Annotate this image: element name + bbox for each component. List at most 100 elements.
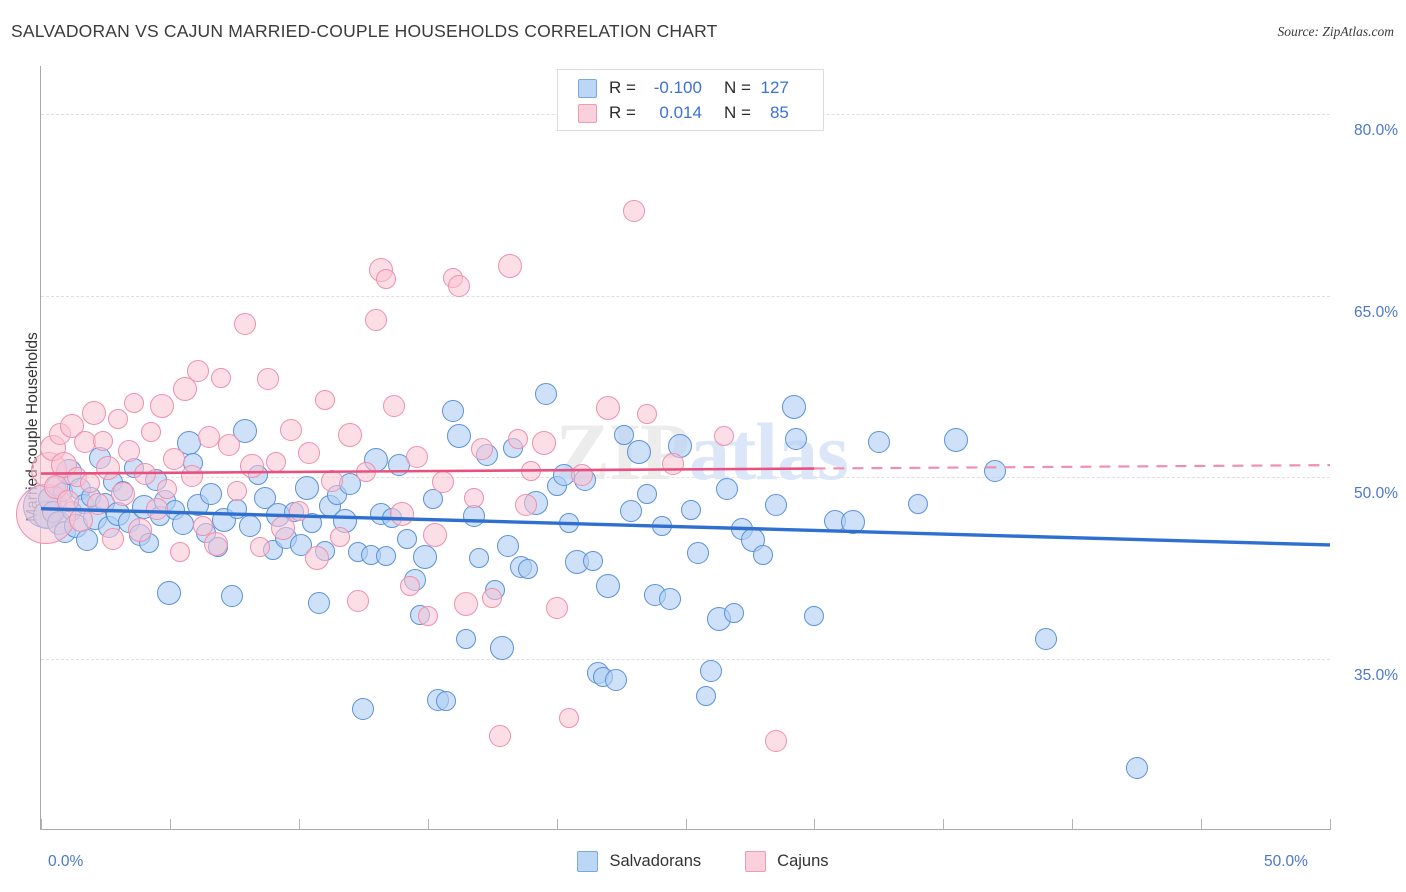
plot-area: ZIPatlas bbox=[16, 66, 1331, 828]
scatter-point bbox=[559, 707, 580, 728]
x-tick bbox=[814, 819, 816, 830]
scatter-point bbox=[446, 424, 471, 449]
scatter-point bbox=[417, 606, 438, 627]
scatter-point bbox=[781, 395, 806, 420]
scatter-point bbox=[86, 492, 109, 515]
y-tick-label: 50.0% bbox=[1354, 485, 1398, 503]
scatter-point bbox=[134, 462, 157, 485]
scatter-point bbox=[488, 725, 511, 748]
chart-legend: Salvadorans Cajuns bbox=[0, 851, 1406, 872]
source-attribution: Source: ZipAtlas.com bbox=[1277, 24, 1394, 39]
x-tick-label: 0.0% bbox=[48, 853, 84, 870]
scatter-point bbox=[171, 513, 194, 536]
scatter-point bbox=[150, 393, 175, 418]
scatter-point bbox=[804, 606, 825, 627]
stats-row-salvadorans: R = -0.100 N = 127 bbox=[578, 76, 789, 100]
scatter-point bbox=[226, 480, 247, 501]
x-tick bbox=[685, 819, 687, 830]
scatter-point bbox=[498, 253, 523, 278]
scatter-point bbox=[96, 455, 121, 480]
gridline bbox=[41, 295, 1330, 297]
legend-item-salvadorans[interactable]: Salvadorans bbox=[577, 851, 701, 872]
scatter-point bbox=[376, 268, 397, 289]
scatter-point bbox=[397, 528, 418, 549]
scatter-point bbox=[520, 461, 541, 482]
scatter-point bbox=[470, 438, 493, 461]
scatter-point bbox=[321, 469, 344, 492]
correlation-stats-box: R = -0.100 N = 127 R = 0.014 N = 85 bbox=[557, 69, 824, 131]
scatter-point bbox=[413, 545, 438, 570]
scatter-point bbox=[1035, 628, 1058, 651]
scatter-point bbox=[752, 544, 773, 565]
scatter-point bbox=[81, 401, 106, 426]
scatter-point bbox=[288, 501, 309, 522]
scatter-point bbox=[294, 476, 319, 501]
watermark: ZIPatlas bbox=[555, 405, 849, 499]
scatter-point bbox=[304, 546, 329, 571]
scatter-point bbox=[423, 523, 448, 548]
scatter-point bbox=[507, 428, 528, 449]
scatter-point bbox=[456, 629, 477, 650]
x-tick bbox=[556, 819, 558, 830]
scatter-point bbox=[659, 588, 682, 611]
scatter-point bbox=[442, 399, 465, 422]
x-tick bbox=[169, 819, 171, 830]
stats-row-cajuns: R = 0.014 N = 85 bbox=[578, 101, 789, 125]
scatter-point bbox=[156, 581, 181, 606]
scatter-point bbox=[867, 431, 890, 454]
scatter-point bbox=[157, 479, 178, 500]
scatter-point bbox=[180, 465, 203, 488]
scatter-point bbox=[406, 445, 429, 468]
scatter-point bbox=[1125, 756, 1148, 779]
x-tick bbox=[41, 819, 42, 830]
n-value-salvadorans: 127 bbox=[760, 78, 789, 97]
scatter-point bbox=[102, 527, 125, 550]
scatter-point bbox=[197, 426, 220, 449]
scatter-point bbox=[764, 729, 787, 752]
legend-swatch-salvadorans bbox=[577, 851, 599, 872]
legend-label-cajuns: Cajuns bbox=[777, 852, 829, 870]
scatter-point bbox=[187, 359, 210, 382]
scatter-point bbox=[636, 484, 657, 505]
scatter-point bbox=[652, 515, 673, 536]
scatter-point bbox=[435, 691, 456, 711]
n-label-cajuns: N = bbox=[723, 103, 751, 122]
scatter-point bbox=[338, 422, 363, 447]
scatter-point bbox=[464, 487, 485, 508]
scatter-point bbox=[389, 501, 414, 526]
gridline bbox=[41, 658, 1330, 660]
r-label-cajuns: R = bbox=[609, 103, 636, 122]
scatter-point bbox=[204, 531, 229, 556]
scatter-point bbox=[469, 548, 490, 569]
scatter-point bbox=[314, 389, 335, 410]
scatter-point bbox=[983, 460, 1006, 483]
scatter-point bbox=[841, 509, 866, 534]
scatter-point bbox=[108, 409, 129, 430]
x-tick bbox=[427, 819, 429, 830]
legend-item-cajuns[interactable]: Cajuns bbox=[745, 851, 829, 872]
legend-swatch-cajuns bbox=[745, 851, 767, 872]
scatter-point bbox=[636, 404, 657, 425]
scatter-point bbox=[661, 452, 684, 475]
scatter-point bbox=[463, 504, 486, 527]
scatter-point bbox=[211, 368, 232, 389]
scatter-point bbox=[700, 659, 723, 682]
scatter-point bbox=[582, 550, 603, 571]
scatter-point bbox=[613, 424, 634, 445]
n-value-cajuns: 85 bbox=[769, 103, 789, 122]
scatter-point bbox=[620, 500, 643, 523]
scatter-point bbox=[200, 483, 223, 506]
scatter-point bbox=[627, 439, 652, 464]
page-title: SALVADORAN VS CAJUN MARRIED-COUPLE HOUSE… bbox=[11, 21, 718, 41]
scatter-point bbox=[496, 535, 519, 558]
legend-label-salvadorans: Salvadorans bbox=[609, 852, 702, 870]
x-tick bbox=[1072, 819, 1074, 830]
scatter-point bbox=[764, 494, 787, 517]
scatter-point bbox=[265, 451, 286, 472]
scatter-point bbox=[308, 592, 331, 615]
n-label-salvadorans: N = bbox=[723, 78, 751, 97]
scatter-point bbox=[545, 596, 568, 619]
scatter-point bbox=[59, 414, 84, 439]
scatter-point bbox=[696, 686, 717, 707]
